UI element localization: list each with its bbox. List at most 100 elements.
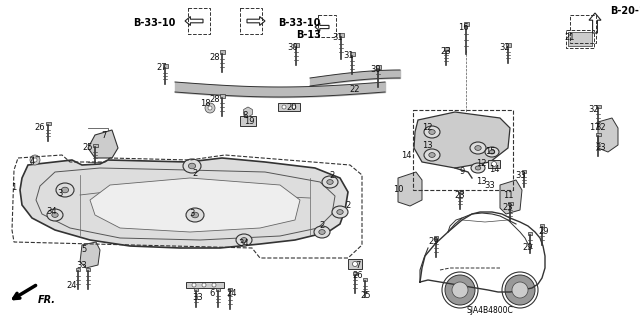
Ellipse shape bbox=[470, 142, 486, 154]
Ellipse shape bbox=[489, 150, 495, 154]
Text: 6: 6 bbox=[209, 290, 214, 299]
Bar bbox=[194, 288, 198, 291]
Text: B-33-10: B-33-10 bbox=[278, 18, 321, 28]
Ellipse shape bbox=[236, 234, 252, 246]
Circle shape bbox=[512, 282, 528, 298]
Bar bbox=[570, 15, 596, 43]
Bar bbox=[216, 288, 220, 291]
Bar bbox=[566, 30, 594, 48]
Text: 30: 30 bbox=[288, 43, 298, 53]
Circle shape bbox=[282, 105, 286, 109]
Bar bbox=[353, 272, 357, 275]
Text: 5: 5 bbox=[81, 244, 86, 254]
Polygon shape bbox=[20, 158, 348, 248]
Text: 31: 31 bbox=[344, 50, 355, 60]
Circle shape bbox=[202, 283, 206, 287]
Polygon shape bbox=[598, 118, 618, 152]
Bar bbox=[76, 268, 80, 271]
Bar bbox=[434, 236, 438, 239]
Ellipse shape bbox=[191, 212, 198, 218]
Ellipse shape bbox=[424, 126, 440, 138]
Text: 29: 29 bbox=[429, 236, 439, 246]
Polygon shape bbox=[398, 172, 422, 206]
Text: 33: 33 bbox=[77, 262, 88, 271]
Ellipse shape bbox=[332, 206, 348, 218]
Text: 23: 23 bbox=[596, 144, 606, 152]
Polygon shape bbox=[88, 130, 118, 158]
Circle shape bbox=[492, 161, 497, 167]
Text: 2: 2 bbox=[330, 172, 335, 181]
Text: 25: 25 bbox=[361, 292, 371, 300]
Text: 28: 28 bbox=[210, 95, 220, 105]
Ellipse shape bbox=[186, 208, 204, 222]
Circle shape bbox=[205, 103, 215, 113]
Text: 32: 32 bbox=[589, 106, 599, 115]
Polygon shape bbox=[244, 107, 252, 117]
Text: 24: 24 bbox=[67, 280, 77, 290]
Ellipse shape bbox=[471, 163, 485, 173]
Text: 32: 32 bbox=[596, 123, 606, 132]
Bar bbox=[522, 170, 526, 173]
Circle shape bbox=[445, 275, 475, 305]
Text: 12: 12 bbox=[422, 123, 432, 132]
Circle shape bbox=[505, 275, 535, 305]
Circle shape bbox=[33, 158, 37, 162]
Text: B-13: B-13 bbox=[296, 30, 321, 40]
Text: 20: 20 bbox=[287, 102, 297, 112]
Text: 26: 26 bbox=[35, 123, 45, 132]
Text: 2: 2 bbox=[193, 168, 198, 177]
Text: 14: 14 bbox=[401, 152, 412, 160]
Bar bbox=[528, 232, 532, 235]
Bar bbox=[568, 32, 592, 46]
Circle shape bbox=[452, 282, 468, 298]
Polygon shape bbox=[90, 178, 300, 232]
Text: SJA4B4800C: SJA4B4800C bbox=[467, 306, 513, 315]
Ellipse shape bbox=[56, 183, 74, 197]
Ellipse shape bbox=[429, 152, 435, 157]
Bar bbox=[413, 110, 513, 190]
Text: 26: 26 bbox=[353, 271, 364, 280]
Bar bbox=[339, 33, 344, 37]
Text: 11: 11 bbox=[503, 191, 513, 201]
Ellipse shape bbox=[322, 176, 338, 188]
Text: 34: 34 bbox=[47, 207, 58, 217]
Text: 33: 33 bbox=[193, 293, 204, 302]
Circle shape bbox=[208, 106, 212, 110]
Text: 18: 18 bbox=[200, 100, 211, 108]
Ellipse shape bbox=[319, 230, 325, 234]
Text: 22: 22 bbox=[349, 85, 360, 94]
Bar bbox=[595, 105, 600, 108]
Bar bbox=[163, 64, 168, 68]
Text: 23: 23 bbox=[441, 48, 451, 56]
Bar bbox=[86, 268, 90, 271]
Circle shape bbox=[353, 262, 358, 266]
Bar bbox=[458, 190, 463, 193]
Ellipse shape bbox=[475, 166, 481, 170]
Bar bbox=[188, 8, 210, 34]
Ellipse shape bbox=[188, 163, 196, 169]
Bar bbox=[186, 282, 224, 288]
Bar bbox=[488, 160, 500, 168]
Text: 23: 23 bbox=[454, 191, 465, 201]
Bar bbox=[540, 224, 544, 227]
Bar bbox=[220, 94, 225, 98]
Text: 23: 23 bbox=[502, 204, 513, 212]
Circle shape bbox=[30, 155, 40, 165]
Text: 2: 2 bbox=[319, 220, 324, 229]
Text: B-20-10: B-20-10 bbox=[610, 6, 640, 16]
Text: 7: 7 bbox=[101, 131, 107, 140]
Text: 10: 10 bbox=[393, 184, 403, 194]
Text: 33: 33 bbox=[516, 172, 526, 181]
Bar bbox=[93, 144, 97, 147]
Text: 33: 33 bbox=[484, 181, 495, 189]
Ellipse shape bbox=[337, 210, 343, 214]
Ellipse shape bbox=[183, 159, 201, 173]
Text: 25: 25 bbox=[83, 143, 93, 152]
Circle shape bbox=[192, 283, 196, 287]
Bar bbox=[278, 103, 300, 111]
Polygon shape bbox=[500, 180, 522, 214]
Polygon shape bbox=[414, 112, 510, 168]
Bar bbox=[348, 259, 362, 269]
Bar bbox=[349, 52, 355, 56]
Text: FR.: FR. bbox=[38, 295, 56, 305]
